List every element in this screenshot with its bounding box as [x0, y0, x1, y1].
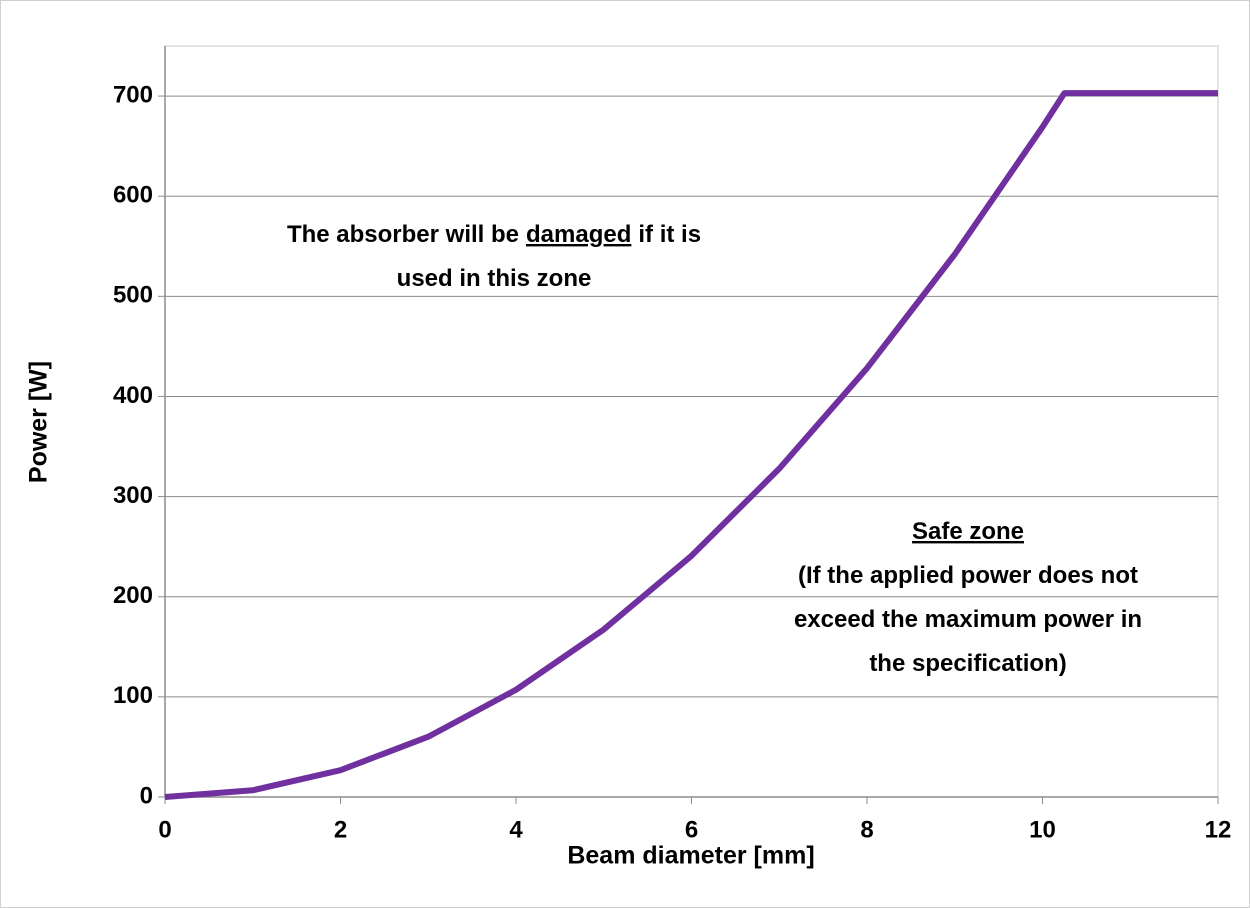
annotation-text: damaged: [526, 221, 631, 248]
x-tick-label: 4: [509, 816, 523, 843]
x-tick-label: 2: [334, 816, 347, 843]
y-tick-label: 500: [113, 282, 153, 309]
y-tick-label: 300: [113, 482, 153, 509]
data-line: [164, 90, 1218, 800]
annotation: Safe zone: [912, 518, 1024, 545]
annotation: the specification): [869, 650, 1066, 677]
annotation: (If the applied power does not: [798, 562, 1138, 589]
x-tick-label: 12: [1205, 816, 1232, 843]
annotation-text: (If the applied power does not: [798, 562, 1138, 589]
annotation: exceed the maximum power in: [794, 606, 1142, 633]
y-tick-label: 100: [113, 682, 153, 709]
annotation-text: Safe zone: [912, 518, 1024, 545]
annotation-text: used in this zone: [397, 265, 592, 292]
y-tick-label: 400: [113, 382, 153, 409]
y-tick-label: 700: [113, 81, 153, 108]
y-tick-label: 0: [140, 782, 153, 809]
x-tick-label: 8: [860, 816, 873, 843]
annotation-text: the specification): [869, 650, 1066, 677]
annotation-text: The absorber will be: [287, 221, 519, 248]
x-tick-label: 10: [1029, 816, 1056, 843]
annotation-text: exceed the maximum power in: [794, 606, 1142, 633]
y-tick-label: 200: [113, 582, 153, 609]
annotation: used in this zone: [397, 265, 592, 292]
x-tick-label: 6: [685, 816, 698, 843]
annotation-text: if it is: [638, 221, 701, 248]
x-axis-title: Beam diameter [mm]: [567, 842, 814, 870]
y-tick-label: 600: [113, 182, 153, 209]
annotation: The absorber will be damaged if it is: [287, 221, 701, 248]
x-tick-label: 0: [158, 816, 171, 843]
y-axis-title: Power [W]: [25, 361, 53, 483]
